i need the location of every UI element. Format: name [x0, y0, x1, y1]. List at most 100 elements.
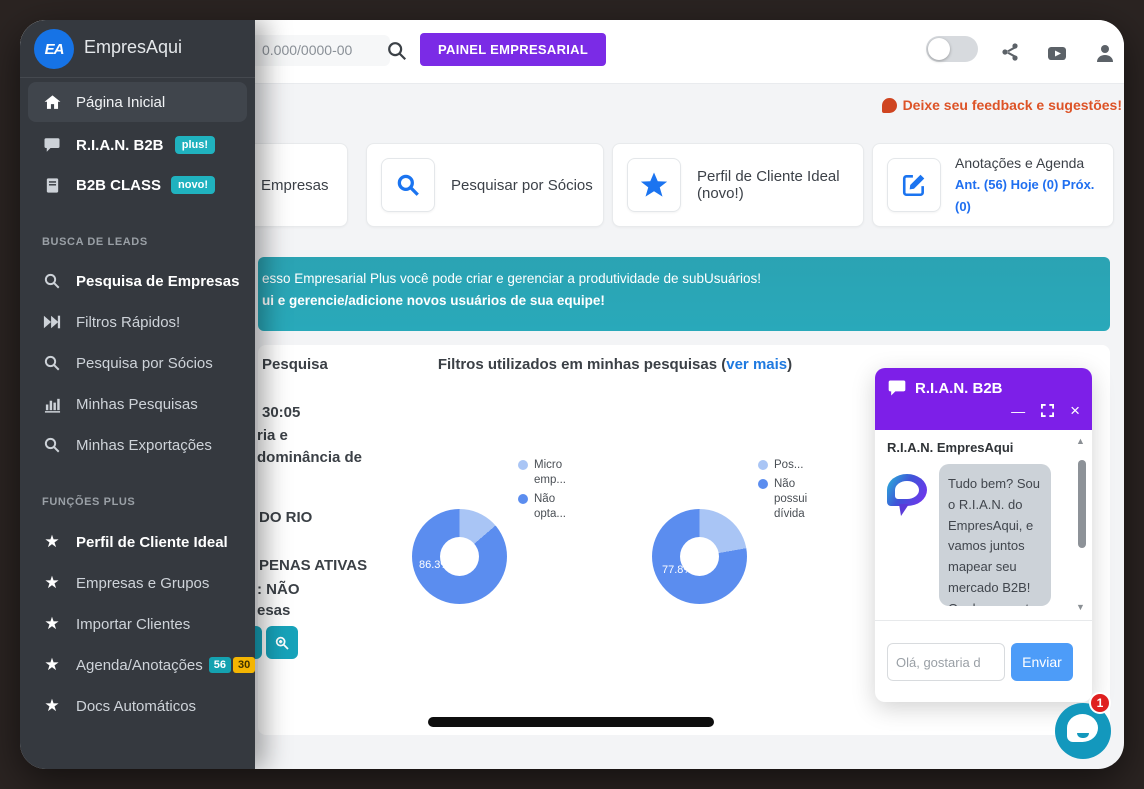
search-icon — [42, 353, 62, 373]
legend-dot — [518, 493, 528, 504]
chat-message-bubble: Tudo bem? Sou o R.I.A.N. do EmpresAqui, … — [939, 464, 1051, 606]
feedback-bubble-icon — [881, 97, 897, 113]
card-perfil-cliente-ideal[interactable]: Perfil de Cliente Ideal (novo!) — [612, 143, 864, 227]
fast-forward-icon — [42, 312, 62, 332]
book-icon — [42, 175, 62, 195]
sidebar-item-agenda-anotacoes[interactable]: ★ Agenda/Anotações 56 30 — [20, 648, 256, 682]
subusers-banner[interactable]: esso Empresarial Plus você pode criar e … — [258, 257, 1110, 331]
expand-icon[interactable] — [1041, 404, 1055, 417]
painel-empresarial-button[interactable]: PAINEL EMPRESARIAL — [420, 33, 607, 66]
sidebar-item-label: Pesquisa por Sócios — [76, 354, 213, 372]
brand-name: EmpresAqui — [84, 37, 183, 57]
donut1-percentage: 86.3% — [419, 559, 451, 571]
sidebar: EA EmpresAqui Página Inicial R.I.A.N. B2… — [20, 20, 256, 769]
scroll-down-icon[interactable]: ▼ — [1076, 602, 1085, 612]
horizontal-scrollbar[interactable] — [428, 717, 714, 727]
chat-message-input[interactable] — [887, 643, 1005, 681]
last-search-detail-fragment: PENAS ATIVAS — [259, 557, 368, 574]
sidebar-item-label: Docs Automáticos — [76, 697, 197, 715]
search-icon — [42, 435, 62, 455]
last-search-detail-fragment: ria e — [257, 427, 288, 444]
ver-mais-link[interactable]: ver mais — [726, 356, 788, 373]
chat-messages-area: R.I.A.N. EmpresAqui Tudo bem? Sou o R.I.… — [875, 430, 1092, 621]
star-icon: ★ — [44, 532, 60, 551]
sidebar-item-label: Agenda/Anotações — [76, 656, 203, 674]
scroll-up-icon[interactable]: ▲ — [1076, 436, 1085, 446]
search-icon — [42, 271, 62, 291]
user-icon[interactable] — [1094, 42, 1116, 64]
unread-count-badge: 1 — [1089, 692, 1111, 714]
sidebar-item-docs-automaticos[interactable]: ★ Docs Automáticos — [20, 689, 255, 723]
card-pesquisar-socios[interactable]: Pesquisar por Sócios — [366, 143, 604, 227]
star-icon: ★ — [44, 696, 60, 715]
sidebar-item-label: Perfil de Cliente Ideal — [76, 533, 228, 551]
legend-label: Micro emp... — [534, 459, 566, 486]
share-icon[interactable] — [1000, 42, 1022, 64]
sidebar-item-perfil-de-cliente-ideal[interactable]: ★ Perfil de Cliente Ideal — [20, 525, 255, 559]
star-icon: ★ — [44, 614, 60, 633]
sidebar-item-filtros-rapidos[interactable]: Filtros Rápidos! — [20, 305, 255, 339]
last-search-time-fragment: 30:05 — [262, 404, 301, 421]
sidebar-item-label: Importar Clientes — [76, 615, 191, 633]
last-search-detail-fragment: DO RIO — [259, 509, 313, 526]
feedback-link[interactable]: Deixe seu feedback e sugestões! — [881, 97, 1122, 113]
donut2-percentage: 77.8% — [662, 564, 694, 576]
legend-dot — [518, 460, 528, 470]
rian-avatar — [885, 470, 933, 518]
cnpj-search-input[interactable]: 0.000/0000-00 — [232, 35, 390, 66]
sidebar-item-label: B2B CLASS — [76, 176, 162, 194]
empresaqui-logo: EA — [34, 29, 74, 69]
charts-title-text: Filtros utilizados em minhas pesquisas ( — [437, 356, 727, 373]
youtube-icon[interactable] — [1046, 42, 1068, 64]
sidebar-item-label: R.I.A.N. B2B — [76, 136, 164, 154]
search-icon[interactable] — [386, 40, 410, 64]
chat-title-text: R.I.A.N. B2B — [915, 379, 1003, 397]
theme-toggle[interactable] — [926, 36, 978, 62]
legend-dot — [758, 460, 768, 470]
donut1-legend: Micro emp... Não opta... — [518, 458, 584, 526]
sidebar-item-empresas-e-grupos[interactable]: ★ Empresas e Grupos — [20, 566, 255, 600]
sidebar-item-label: Página Inicial — [76, 93, 166, 111]
chat-sender-name: R.I.A.N. EmpresAqui — [887, 440, 1014, 455]
plus-badge: plus! — [174, 136, 215, 154]
legend-label: Pos... — [774, 459, 804, 471]
sidebar-item-label: Pesquisa de Empresas — [76, 272, 240, 290]
charts-title: Filtros utilizados em minhas pesquisas (… — [420, 356, 810, 373]
sidebar-item-label: Minhas Pesquisas — [76, 395, 198, 413]
rian-chat-widget: R.I.A.N. B2B — × R.I.A.N. EmpresAqui Tud… — [875, 368, 1092, 702]
star-icon: ★ — [44, 655, 60, 674]
chat-bubble-icon — [42, 135, 62, 155]
card-anotacoes-agenda[interactable]: Anotações e Agenda Ant. (56) Hoje (0) Pr… — [872, 143, 1114, 227]
sidebar-item-pesquisa-por-socios[interactable]: Pesquisa por Sócios — [20, 346, 255, 380]
card-agenda-title: Anotações e Agenda — [955, 154, 1085, 171]
minimize-icon[interactable]: — — [1011, 402, 1026, 419]
card-agenda-counters: Ant. (56) Hoje (0) Próx. (0) — [955, 177, 1095, 214]
novo-badge: novo! — [171, 176, 215, 194]
card-agenda-text: Anotações e Agenda Ant. (56) Hoje (0) Pr… — [955, 153, 1113, 218]
scrollbar-thumb[interactable] — [1078, 460, 1086, 548]
donut-chart-debt: 77.8% — [652, 509, 747, 604]
sidebar-item-pesquisa-de-empresas[interactable]: Pesquisa de Empresas — [20, 264, 255, 298]
legend-dot — [758, 478, 768, 489]
sidebar-item-importar-clientes[interactable]: ★ Importar Clientes — [20, 607, 255, 641]
sidebar-item-label: Filtros Rápidos! — [76, 313, 181, 331]
chat-launcher-button[interactable] — [1055, 703, 1111, 759]
sidebar-item-minhas-pesquisas[interactable]: Minhas Pesquisas — [20, 387, 255, 421]
bar-chart-icon — [42, 394, 62, 414]
close-icon[interactable]: × — [1070, 401, 1080, 420]
sidebar-item-minhas-exportacoes[interactable]: Minhas Exportações — [20, 428, 255, 462]
cnpj-search-value: 0.000/0000-00 — [262, 42, 353, 58]
card-empresas[interactable]: Empresas — [238, 143, 348, 227]
zoom-search-button[interactable] — [266, 626, 298, 659]
notes-count-badge: 30 — [233, 657, 256, 673]
send-button[interactable]: Enviar — [1011, 643, 1073, 681]
active-item-highlight — [28, 82, 247, 122]
sidebar-item-b2b-class[interactable]: B2B CLASS novo! — [20, 168, 255, 202]
sidebar-item-rian-b2b[interactable]: R.I.A.N. B2B plus! — [20, 128, 255, 162]
legend-label: Não opta... — [534, 492, 566, 520]
charts-title-close: ) — [787, 356, 793, 373]
donut2-legend: Pos... Não possui dívida — [758, 458, 824, 526]
chat-scrollbar[interactable]: ▲ ▼ — [1075, 436, 1089, 612]
banner-line1: esso Empresarial Plus você pode criar e … — [262, 271, 762, 286]
sidebar-item-pagina-inicial[interactable]: Página Inicial — [20, 85, 255, 119]
